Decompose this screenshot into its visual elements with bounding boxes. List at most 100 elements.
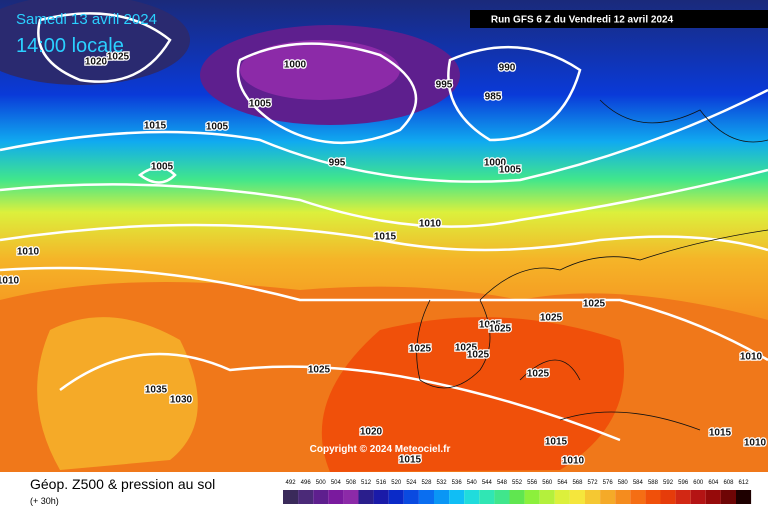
isobar-label: 1025 <box>107 52 130 63</box>
legend-value: 492 <box>286 480 297 486</box>
legend-value: 600 <box>693 480 704 486</box>
isobar-label: 1010 <box>562 456 585 467</box>
legend-swatch <box>720 490 736 504</box>
legend-swatch <box>585 490 601 504</box>
isobar-label: 1015 <box>545 437 568 448</box>
isobar-label: 985 <box>485 92 502 103</box>
legend-swatch <box>494 490 510 504</box>
legend-swatch <box>388 490 404 504</box>
legend-value: 572 <box>588 480 599 486</box>
isobar-label: 1025 <box>527 369 550 380</box>
isobar-label: 1015 <box>144 121 167 132</box>
low-field <box>0 0 190 85</box>
isobars <box>0 12 768 442</box>
legend-swatch <box>539 490 555 504</box>
isobar-label: 1010 <box>17 247 40 258</box>
legend-value: 500 <box>316 480 327 486</box>
isobar-label: 995 <box>436 80 453 91</box>
legend-swatch <box>524 490 540 504</box>
legend-swatch <box>283 490 299 504</box>
isobar-label: 1015 <box>399 455 422 466</box>
copyright: Copyright © 2024 Meteociel.fr <box>310 444 451 455</box>
isobar-label: 1030 <box>170 395 193 406</box>
isobar-label: 1025 <box>308 365 331 376</box>
legend-value: 512 <box>361 480 372 486</box>
time: 14:00 locale <box>16 35 124 57</box>
isobar-label: 1025 <box>489 324 512 335</box>
legend-swatch <box>554 490 570 504</box>
legend-value: 584 <box>633 480 644 486</box>
isobar-label: 995 <box>329 158 346 169</box>
low-core <box>240 40 400 100</box>
legend-value: 540 <box>467 480 478 486</box>
legend-swatch <box>569 490 585 504</box>
legend-value: 592 <box>663 480 674 486</box>
legend-value: 536 <box>452 480 463 486</box>
isobar-label: 1005 <box>206 122 229 133</box>
legend-swatch <box>675 490 691 504</box>
legend-value: 528 <box>421 480 432 486</box>
footer-title: Géop. Z500 & pression au sol <box>30 476 215 492</box>
legend-value: 524 <box>406 480 417 486</box>
legend-value: 560 <box>542 480 553 486</box>
legend-value: 588 <box>648 480 659 486</box>
legend-swatch <box>660 490 676 504</box>
warm-core <box>37 317 198 470</box>
legend-swatch <box>328 490 344 504</box>
legend-swatch <box>313 490 329 504</box>
warm-core <box>321 317 624 472</box>
isobar-label: 1005 <box>151 162 174 173</box>
legend-value: 552 <box>512 480 523 486</box>
isobar-label: 1035 <box>145 385 168 396</box>
legend-swatch <box>464 490 480 504</box>
run-box <box>470 10 768 28</box>
legend-value: 604 <box>708 480 719 486</box>
footer-lead: (+ 30h) <box>30 496 59 506</box>
legend-value: 564 <box>557 480 568 486</box>
legend-swatch <box>600 490 616 504</box>
legend-value: 504 <box>331 480 342 486</box>
legend-swatch <box>373 490 389 504</box>
isobar-label: 1020 <box>360 427 383 438</box>
isobar-label: 1025 <box>467 350 490 361</box>
isobar-label: 1025 <box>540 313 563 324</box>
isobar-label: 1025 <box>583 299 606 310</box>
isobar-label: 1010 <box>740 352 763 363</box>
legend-value: 496 <box>301 480 312 486</box>
legend-value: 508 <box>346 480 357 486</box>
legend-swatch <box>690 490 706 504</box>
legend-swatch <box>298 490 314 504</box>
legend-swatch <box>736 490 752 504</box>
legend-value: 568 <box>572 480 583 486</box>
isobar-label: 1010 <box>0 276 20 287</box>
legend-swatch <box>509 490 525 504</box>
legend-swatch <box>449 490 465 504</box>
isobar-label: 1025 <box>455 343 478 354</box>
isobar-label: 1025 <box>479 320 502 331</box>
legend-value: 532 <box>437 480 448 486</box>
isobar-label: 1005 <box>499 165 522 176</box>
run-info: Run GFS 6 Z du Vendredi 12 avril 2024 <box>491 15 674 26</box>
legend-swatch <box>343 490 359 504</box>
legend-swatch <box>630 490 646 504</box>
isobar-label: 1015 <box>709 428 732 439</box>
legend-value: 548 <box>497 480 508 486</box>
legend-value: 520 <box>391 480 402 486</box>
legend-swatch <box>479 490 495 504</box>
legend-value: 612 <box>739 480 750 486</box>
legend-value: 580 <box>618 480 629 486</box>
legend-swatch <box>645 490 661 504</box>
legend-swatch <box>358 490 374 504</box>
coastline <box>416 99 768 431</box>
isobar-label: 1000 <box>284 60 307 71</box>
legend-value: 556 <box>527 480 538 486</box>
legend-swatch <box>403 490 419 504</box>
legend-swatch <box>418 490 434 504</box>
isobar-label: 1010 <box>744 438 767 449</box>
legend-swatch <box>615 490 631 504</box>
legend-swatch <box>705 490 721 504</box>
isobar-label: 990 <box>499 63 516 74</box>
isobar-label: 1005 <box>249 99 272 110</box>
legend-swatch <box>434 490 450 504</box>
